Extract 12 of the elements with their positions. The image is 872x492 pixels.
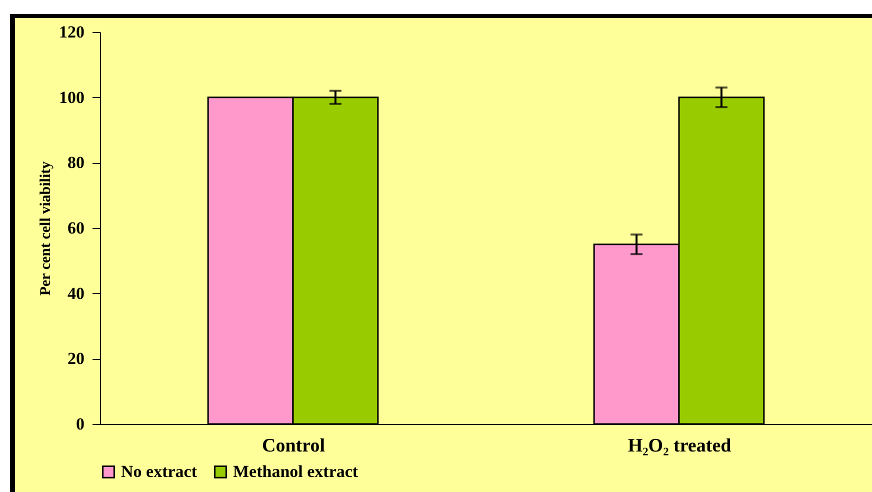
x-tick-label: H₂O₂ treated [628,436,732,456]
legend-label: Methanol extract [233,462,358,481]
y-tick-label: 100 [59,88,84,107]
y-tick-label: 120 [59,22,84,42]
x-tick-label: Control [262,436,325,456]
y-tick-label: 60 [68,218,84,238]
y-axis-title: Per cent cell viability [38,160,54,296]
legend-label: No extract [121,462,198,481]
y-tick-label: 20 [68,349,84,368]
y-tick-label: 80 [68,153,84,172]
y-tick-label: 0 [76,414,84,434]
y-tick-label: 40 [68,284,84,303]
